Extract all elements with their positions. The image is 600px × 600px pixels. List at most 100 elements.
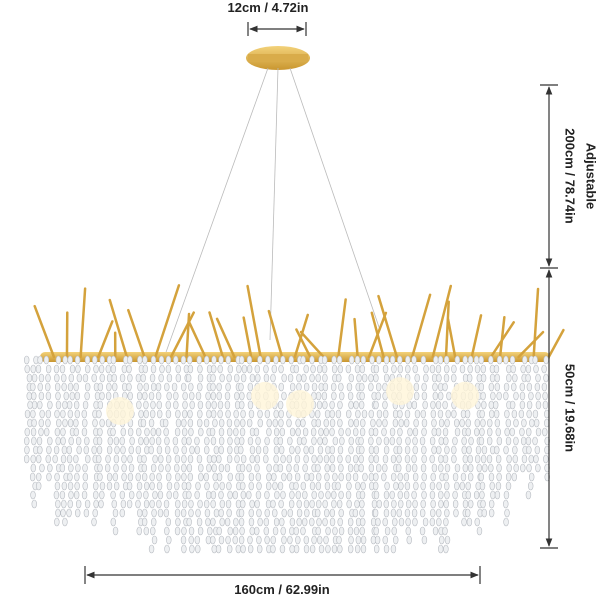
crystal bbox=[443, 544, 449, 554]
crystal bbox=[338, 382, 344, 392]
crystal bbox=[227, 436, 233, 446]
crystal bbox=[360, 481, 366, 491]
crystal bbox=[512, 373, 518, 383]
crystal bbox=[541, 364, 547, 374]
crystal bbox=[345, 427, 351, 437]
crystal bbox=[467, 364, 473, 374]
crystal bbox=[468, 436, 474, 446]
crystal bbox=[143, 436, 150, 446]
crystal bbox=[119, 373, 126, 383]
crystal bbox=[240, 373, 247, 383]
crystal bbox=[281, 535, 287, 545]
crystal bbox=[91, 517, 97, 527]
crystal bbox=[188, 382, 194, 392]
crystal bbox=[217, 409, 223, 419]
crystal bbox=[54, 409, 60, 419]
crystal bbox=[67, 409, 74, 419]
crystal bbox=[373, 490, 380, 500]
crystal bbox=[337, 400, 343, 410]
crystal bbox=[36, 436, 43, 446]
crystal bbox=[67, 472, 73, 482]
crystal bbox=[420, 355, 427, 365]
crystal bbox=[315, 508, 321, 518]
crystal bbox=[509, 400, 516, 410]
crystal bbox=[254, 364, 260, 374]
crystal bbox=[187, 409, 193, 419]
crystal bbox=[303, 544, 310, 554]
crystal bbox=[438, 463, 444, 473]
crystal bbox=[488, 355, 494, 365]
crystal bbox=[373, 472, 379, 482]
crystal bbox=[504, 409, 510, 419]
crystal bbox=[353, 463, 360, 473]
crystal bbox=[165, 355, 172, 365]
crystal bbox=[113, 463, 119, 473]
crystal bbox=[421, 382, 427, 392]
crystal bbox=[248, 517, 255, 527]
crystal bbox=[406, 499, 412, 509]
crystal bbox=[203, 472, 209, 482]
crystal bbox=[332, 472, 338, 482]
crystal bbox=[310, 364, 316, 374]
crystal bbox=[413, 481, 419, 491]
branch bbox=[154, 284, 181, 359]
crystal bbox=[354, 544, 361, 554]
crystal bbox=[317, 445, 324, 455]
crystal bbox=[439, 535, 445, 545]
crystal bbox=[421, 472, 427, 482]
crystal bbox=[265, 481, 272, 491]
crystal bbox=[412, 472, 419, 482]
crystal bbox=[73, 490, 80, 500]
crystal bbox=[68, 436, 74, 446]
crystal bbox=[296, 373, 302, 383]
crystal bbox=[270, 544, 276, 554]
crystal bbox=[420, 409, 426, 419]
crystal bbox=[413, 391, 420, 401]
crystal bbox=[73, 454, 79, 464]
crystal bbox=[97, 472, 103, 482]
crystal bbox=[436, 445, 442, 455]
crystal bbox=[142, 391, 148, 401]
crystal bbox=[23, 454, 30, 464]
crystal bbox=[335, 481, 341, 491]
crystal bbox=[286, 418, 292, 428]
crystal bbox=[496, 355, 503, 365]
crystal bbox=[206, 454, 213, 464]
crystal bbox=[241, 364, 248, 374]
crystal bbox=[181, 382, 187, 392]
crystal bbox=[52, 454, 58, 464]
crystal bbox=[475, 445, 482, 455]
crystal bbox=[414, 409, 421, 419]
crystal bbox=[360, 355, 367, 365]
crystal bbox=[412, 499, 418, 509]
crystal bbox=[137, 382, 143, 392]
crystal bbox=[462, 463, 469, 473]
crystal bbox=[372, 508, 379, 518]
crystal bbox=[338, 472, 344, 482]
crystal bbox=[405, 364, 411, 374]
crystal bbox=[438, 436, 444, 446]
crystal bbox=[295, 445, 301, 455]
crystal bbox=[84, 391, 90, 401]
crystal bbox=[67, 418, 74, 428]
crystal bbox=[211, 355, 217, 365]
crystal bbox=[525, 373, 531, 383]
crystal bbox=[62, 355, 68, 365]
crystal bbox=[173, 400, 179, 410]
crystal bbox=[277, 400, 284, 410]
crystal bbox=[112, 382, 118, 392]
crystal bbox=[369, 355, 375, 365]
crystal bbox=[225, 499, 232, 509]
crystal bbox=[376, 355, 382, 365]
crystal bbox=[383, 508, 390, 518]
branch bbox=[242, 316, 253, 359]
crystal bbox=[99, 490, 105, 500]
crystal bbox=[189, 445, 195, 455]
crystal bbox=[62, 517, 68, 527]
crystal bbox=[429, 364, 436, 374]
crystal bbox=[99, 355, 105, 365]
crystal bbox=[60, 409, 66, 419]
crystal bbox=[166, 481, 173, 491]
crystal bbox=[54, 382, 61, 392]
crystal bbox=[368, 409, 374, 419]
